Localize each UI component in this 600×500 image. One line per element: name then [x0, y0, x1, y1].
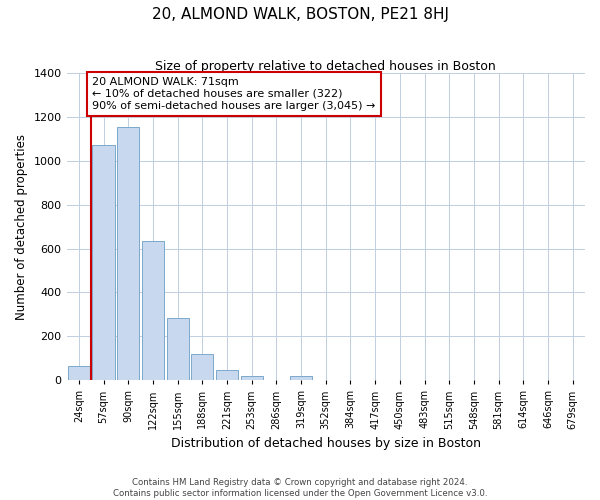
Title: Size of property relative to detached houses in Boston: Size of property relative to detached ho… [155, 60, 496, 73]
Text: Contains HM Land Registry data © Crown copyright and database right 2024.
Contai: Contains HM Land Registry data © Crown c… [113, 478, 487, 498]
Bar [167, 318, 189, 380]
Bar [241, 376, 263, 380]
Bar [191, 354, 214, 380]
Bar [142, 241, 164, 380]
Text: 20, ALMOND WALK, BOSTON, PE21 8HJ: 20, ALMOND WALK, BOSTON, PE21 8HJ [151, 8, 449, 22]
Bar [290, 376, 312, 380]
Y-axis label: Number of detached properties: Number of detached properties [15, 134, 28, 320]
Bar [117, 127, 139, 380]
Bar [92, 146, 115, 380]
X-axis label: Distribution of detached houses by size in Boston: Distribution of detached houses by size … [171, 437, 481, 450]
Bar [216, 370, 238, 380]
Bar [68, 366, 90, 380]
Text: 20 ALMOND WALK: 71sqm
← 10% of detached houses are smaller (322)
90% of semi-det: 20 ALMOND WALK: 71sqm ← 10% of detached … [92, 78, 376, 110]
